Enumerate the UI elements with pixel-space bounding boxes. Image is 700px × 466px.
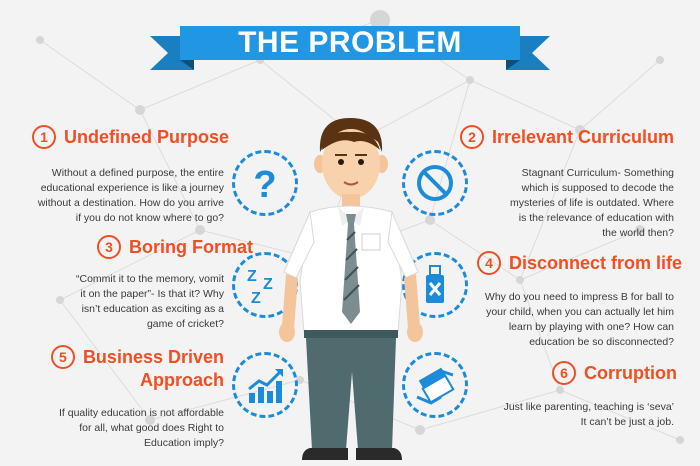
number-badge: 1	[32, 124, 56, 149]
student-illustration	[279, 118, 423, 460]
question-mark-icon: ?	[232, 150, 298, 216]
banner-fold-left	[180, 60, 194, 70]
number-badge: 2	[460, 124, 484, 149]
description-line: isn’t education as exciting as a	[81, 303, 224, 315]
heading-boring-format: 3 Boring Format	[97, 234, 253, 259]
description-line: is the relevance of education with	[518, 212, 674, 224]
svg-text:Z: Z	[247, 268, 257, 285]
description-line: if you do not know where to go?	[75, 212, 224, 224]
description-line: it on the paper”- Is that it? Why	[80, 288, 224, 300]
number-badge: 6	[552, 360, 576, 385]
heading-text: Boring Format	[129, 237, 253, 257]
svg-text:Z: Z	[263, 276, 273, 293]
prohibited-icon	[402, 150, 468, 216]
heading-text: Undefined Purpose	[64, 127, 230, 147]
description-line: without a destination. How do you arrive	[37, 197, 224, 209]
description-undefined-purpose: Without a defined purpose, the entire ed…	[24, 166, 224, 226]
description-boring-format: “Commit it to the memory, vomit it on th…	[24, 272, 224, 332]
heading-irrelevant-curriculum: 2 Irrelevant Curriculum	[460, 124, 675, 149]
description-line: the world then?	[602, 227, 674, 239]
description-line: educational experience is like a journey	[40, 182, 224, 194]
heading-disconnect-from-life: 4 Disconnect from life	[477, 250, 683, 275]
description-line: Without a defined purpose, the entire	[51, 167, 224, 179]
usb-disconnect-icon	[402, 252, 468, 318]
description-disconnect-from-life: Why do you need to impress B for ball to…	[444, 290, 674, 350]
description-line: mysteries of life is outdated. Where	[510, 197, 674, 209]
description-line: for all, what good does Right to	[79, 422, 224, 434]
number-badge: 3	[97, 234, 121, 259]
description-line: It can’t be just a job.	[580, 416, 674, 428]
description-line: “Commit it to the memory, vomit	[76, 273, 224, 285]
description-irrelevant-curriculum: Stagnant Curriculum- Something which is …	[474, 166, 674, 241]
rising-chart-icon	[232, 352, 298, 418]
description-line: Just like parenting, teaching is ‘seva’	[503, 401, 674, 413]
number-badge: 4	[477, 250, 501, 275]
description-line: Why do you need to impress B for ball to	[484, 291, 674, 303]
description-line: Education imply?	[144, 437, 224, 449]
number-badge: 5	[50, 344, 75, 369]
heading-text: Corruption	[584, 363, 677, 383]
description-line: Stagnant Curriculum- Something	[521, 167, 674, 179]
heading-text: Approach	[139, 369, 224, 390]
description-line: learn by playing with one? How can	[508, 321, 674, 333]
heading-business-driven-approach: 5 Business Driven Approach	[50, 344, 224, 391]
banner-fold-right	[506, 60, 520, 70]
heading-undefined-purpose: 1 Undefined Purpose	[32, 124, 230, 149]
description-line: education be so disconnected?	[529, 336, 674, 348]
heading-text: Business Driven	[82, 347, 224, 367]
heading-text: Irrelevant Curriculum	[492, 127, 675, 147]
title-banner: THE PROBLEM	[150, 26, 550, 70]
description-line: your child, when you can actually let hi…	[486, 306, 674, 318]
svg-text:?: ?	[253, 164, 276, 205]
heading-corruption: 6 Corruption	[552, 360, 677, 385]
description-line: which is supposed to decode the	[521, 182, 674, 194]
description-corruption: Just like parenting, teaching is ‘seva’ …	[464, 400, 674, 430]
bribe-money-icon	[402, 352, 468, 418]
page-title: THE PROBLEM	[180, 26, 520, 60]
description-line: If quality education is not affordable	[58, 407, 224, 419]
svg-text:Z: Z	[251, 290, 261, 307]
description-business-driven: If quality education is not affordable f…	[24, 406, 224, 451]
heading-text: Disconnect from life	[509, 253, 683, 273]
description-line: game of cricket?	[146, 318, 224, 330]
